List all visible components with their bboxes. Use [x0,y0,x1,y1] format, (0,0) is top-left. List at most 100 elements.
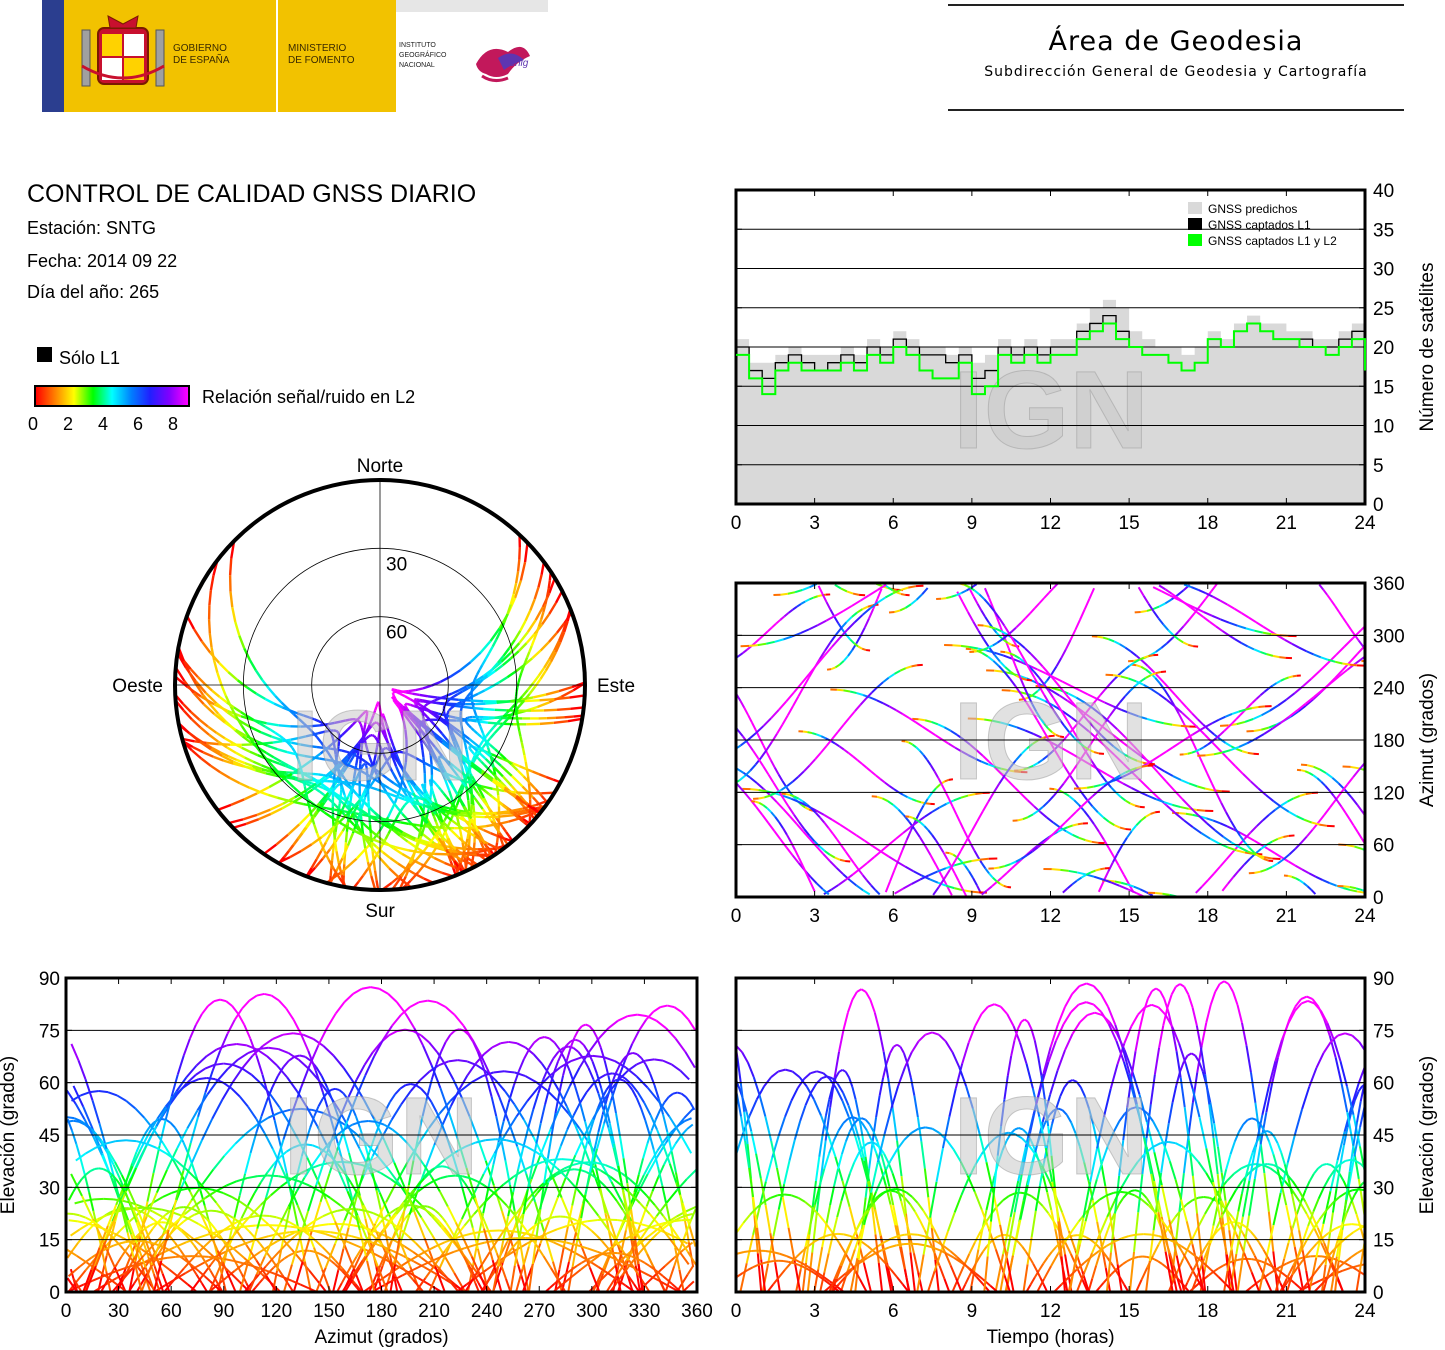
count-x-tick: 15 [1119,513,1140,534]
az-track-segment [929,854,937,866]
az-track-segment [1185,706,1193,715]
skyplot-track-segment [261,764,271,770]
skyplot-track-segment [296,778,303,783]
skyplot-track-segment [440,810,453,822]
skyplot-track-segment [400,821,409,825]
ea-track-segment [317,1098,324,1107]
count-legend-label: GNSS captados L1 [1208,218,1311,232]
az-track-segment [924,719,932,723]
ea-track-segment [165,1119,172,1124]
skyplot-track-segment [207,619,212,634]
skyplot-track-segment [287,844,295,852]
skyplot-track-segment [304,754,313,759]
az-track-segment [1131,771,1142,782]
count-x-tick: 21 [1276,513,1297,534]
skyplot-track-segment [336,730,340,734]
skyplot-track-segment [420,863,432,870]
az-track-segment [1152,755,1161,761]
skyplot-track-segment [446,709,451,714]
az-track-segment [769,794,778,803]
skyplot-track-segment [265,751,275,759]
skyplot-track-segment [525,768,530,777]
skyplot-track-segment [514,814,521,820]
skyplot-track-segment [422,684,432,690]
skyplot-track-segment [218,742,231,746]
az-track-segment [1009,860,1017,866]
ea-track-segment [203,1205,210,1222]
az-track-segment [1010,626,1017,633]
government-logo: GOBIERNO DE ESPAÑA MINISTERIO DE FOMENTO… [42,0,548,112]
ea-track-segment [634,1222,642,1240]
az-track-segment [961,887,968,897]
az-track-segment [868,608,875,619]
skyplot-track-segment [208,733,219,743]
az-track-segment [771,622,777,629]
ea-track-segment [686,1123,694,1130]
ea-track-segment [102,1246,109,1252]
az-x-tick: 0 [731,906,742,927]
ea-track-segment [244,1152,252,1174]
ea-track-segment [637,1222,648,1227]
az-track-segment [1079,723,1090,732]
az-track-segment [756,782,765,790]
az-track-segment [1043,592,1050,599]
ea-track-segment [149,1222,155,1227]
az-track-segment [882,702,890,708]
az-track-segment [1061,680,1072,687]
skyplot-track-segment [324,785,333,792]
ea-track-segment [161,1142,173,1159]
ea-track-segment [482,1152,496,1175]
az-track-segment [1341,661,1351,671]
az-track-segment [1145,759,1154,766]
az-track-segment [1029,607,1036,614]
az-track-segment [856,692,864,696]
skyplot-track-segment [393,847,403,855]
az-track-segment [1254,870,1261,874]
az-track-segment [1017,818,1024,822]
az-track-segment [1110,786,1117,794]
az-track-segment [1433,606,1439,614]
az-track-segment [1198,725,1207,732]
skyplot-track-segment [477,830,487,845]
ea-track-segment [222,1225,231,1232]
az-track-segment [1081,759,1092,766]
skyplot-track-segment [288,743,294,749]
az-track-segment [1106,740,1115,748]
az-track-segment [1180,700,1188,709]
skyplot-track-segment [183,660,192,671]
skyplot-track-segment [368,756,374,766]
skyplot-track-segment [402,720,407,730]
az-track-segment [1086,785,1094,789]
az-track-segment [945,884,955,890]
az-track-segment [1206,817,1214,822]
skyplot-track-segment [485,823,498,828]
az-track-segment [921,587,929,595]
az-track-segment [750,788,759,791]
skyplot-track-segment [570,706,584,711]
ea-track-segment [82,1106,94,1130]
az-track-segment [1051,686,1061,692]
az-track-segment [1022,816,1029,821]
az-track-segment [1067,692,1077,699]
skyplot-track-segment [396,795,405,801]
az-track-segment [948,852,954,856]
count-x-tick: 12 [1040,513,1061,534]
skyplot-track-segment [477,757,483,763]
skyplot-track-segment [533,586,540,600]
ea-track-segment [683,1107,695,1119]
az-track-segment [964,865,970,873]
ea-track-segment [448,1227,455,1236]
az-track-segment [912,817,918,821]
skyplot-track-segment [272,765,281,775]
ea-track-segment [663,1153,671,1166]
az-track-segment [808,664,818,675]
ea-track-segment [409,1001,420,1008]
az-track-segment [996,638,1003,644]
az-track-segment [1352,824,1359,833]
az-track-segment [1152,610,1160,619]
az-track-segment [1143,655,1149,659]
skyplot-track-segment [423,707,430,713]
skyplot-track-segment [291,747,296,753]
skyplot-track-segment [375,779,383,786]
az-track-segment [919,750,925,756]
